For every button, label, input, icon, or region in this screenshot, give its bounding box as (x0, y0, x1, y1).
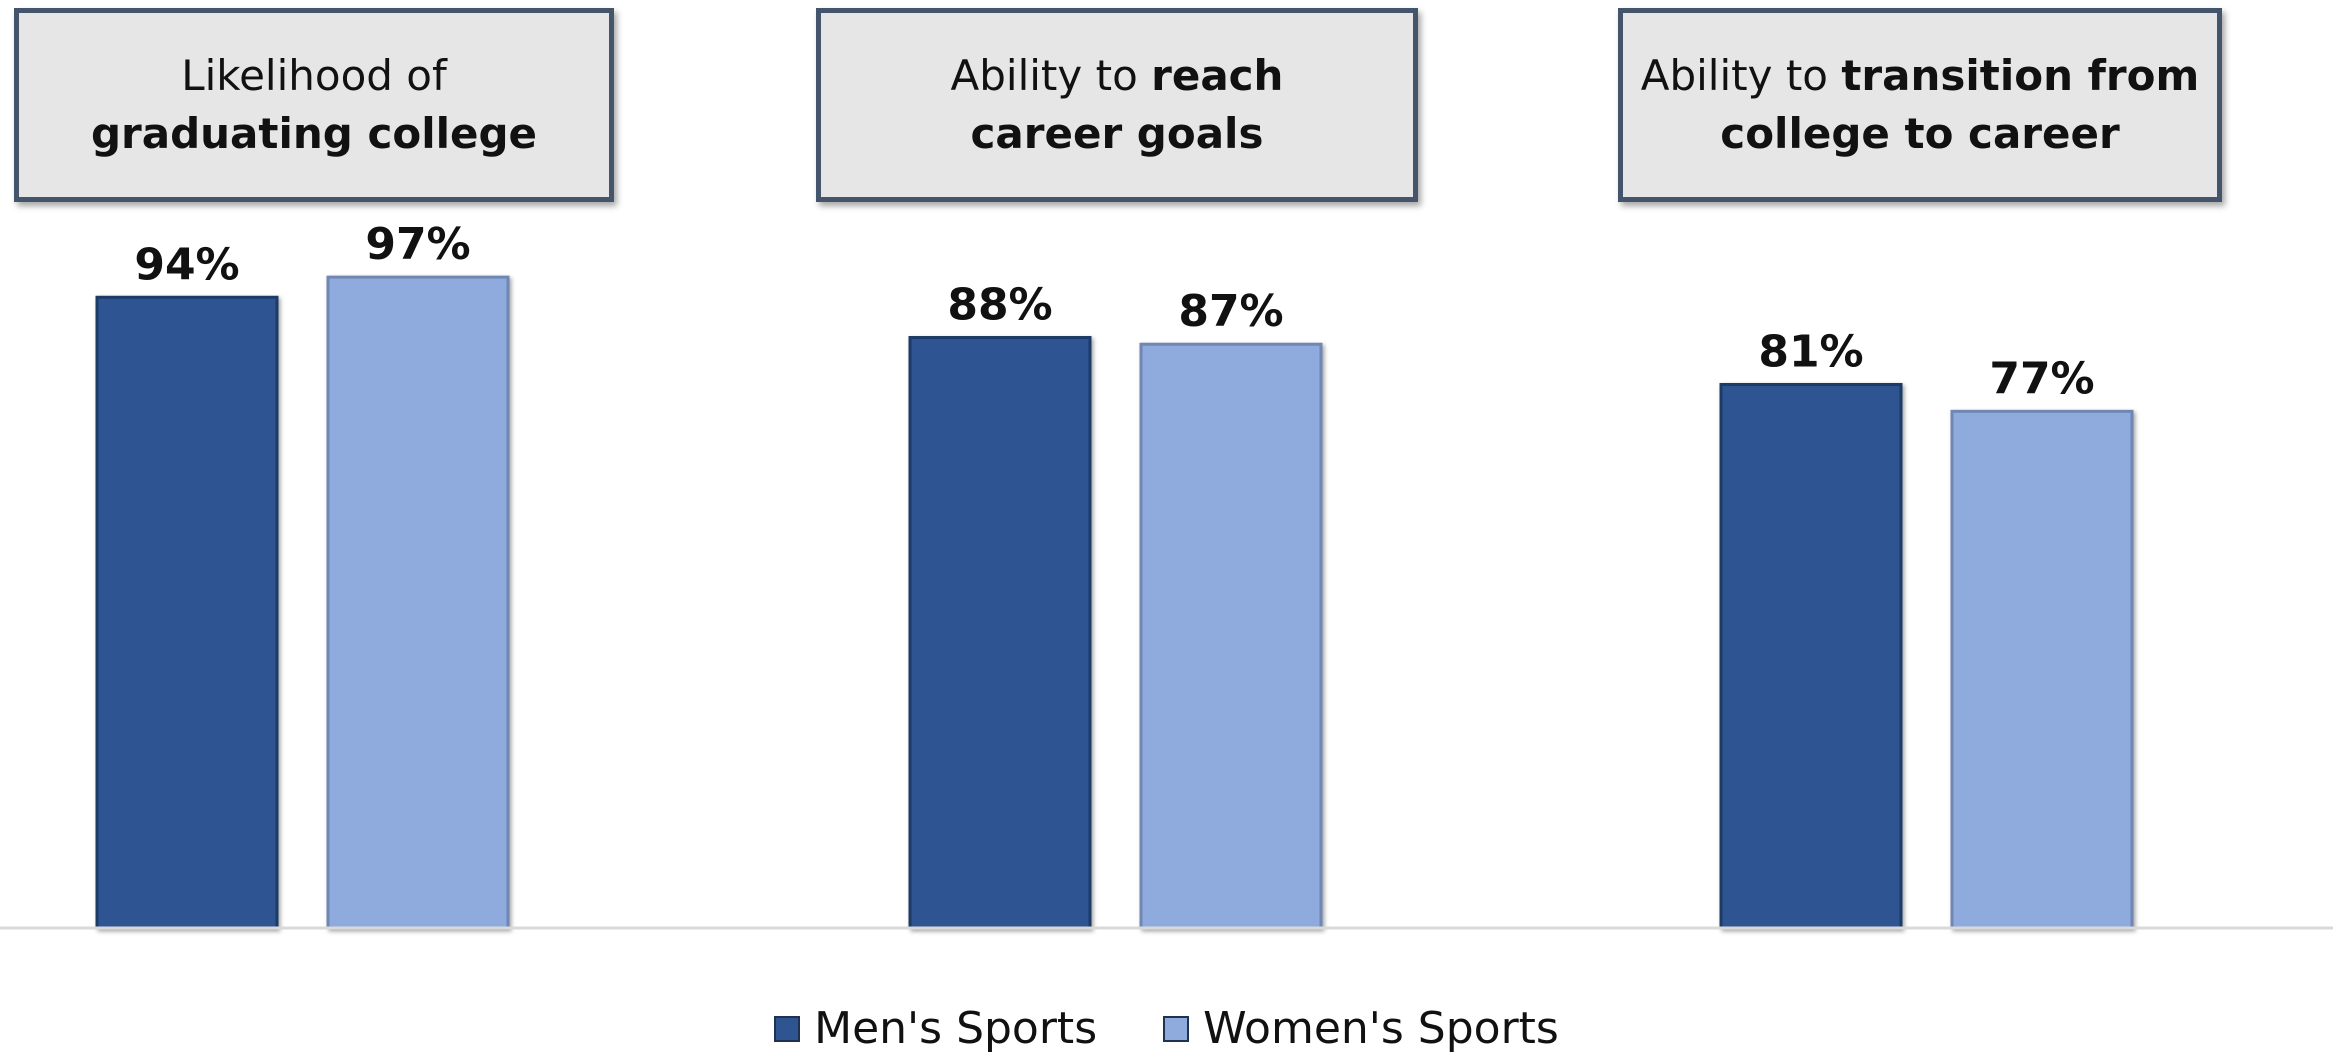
legend-label-womens-sports: Women's Sports (1203, 1003, 1559, 1054)
legend: Men's Sports Women's Sports (0, 1003, 2333, 1054)
value-labels-group: 94% 88% 81% 97% 87% 77% (134, 219, 2094, 404)
category-label-graduating-college: Likelihood of graduating college (14, 8, 614, 202)
bar-mens-2 (1719, 382, 1903, 930)
value-label-mens-1: 88% (947, 280, 1052, 331)
legend-item-mens-sports: Men's Sports (774, 1003, 1097, 1054)
value-label-mens-2: 81% (1758, 326, 1863, 377)
value-label-womens-0: 97% (365, 219, 470, 270)
bar-womens-1 (1139, 342, 1323, 930)
category-label-line-1: Likelihood of (181, 47, 447, 105)
category-label-line-1: Ability to transition from (1641, 47, 2199, 105)
legend-item-womens-sports: Women's Sports (1163, 1003, 1559, 1054)
category-label-reach-career-goals: Ability to reach career goals (816, 8, 1418, 202)
category-text-bold: reach (1151, 51, 1284, 100)
category-text-bold: graduating college (90, 109, 538, 158)
category-label-line-2: graduating college (91, 105, 537, 163)
category-text: Ability to (1640, 51, 1842, 100)
category-text-bold: career goals (970, 109, 1264, 158)
category-label-transition-college-to-career: Ability to transition from college to ca… (1618, 8, 2222, 202)
category-text-bold: college to career (1720, 109, 2120, 158)
category-text: Likelihood of (181, 51, 447, 100)
category-text: Ability to (950, 51, 1152, 100)
category-text-bold: transition from (1841, 51, 2200, 100)
bar-womens-2 (1950, 409, 2134, 930)
bars-group (95, 275, 2134, 930)
value-label-mens-0: 94% (134, 239, 239, 290)
category-label-line-2: college to career (1720, 105, 2119, 163)
legend-swatch-womens-sports (1163, 1015, 1190, 1042)
category-label-line-2: career goals (971, 105, 1264, 163)
value-label-womens-2: 77% (1989, 353, 2094, 404)
bar-womens-0 (326, 275, 510, 930)
bar-mens-1 (908, 336, 1092, 930)
category-label-line-1: Ability to reach (951, 47, 1284, 105)
value-label-womens-1: 87% (1178, 286, 1283, 337)
legend-swatch-mens-sports (774, 1015, 801, 1042)
bar-mens-0 (95, 295, 279, 930)
legend-label-mens-sports: Men's Sports (814, 1003, 1098, 1054)
